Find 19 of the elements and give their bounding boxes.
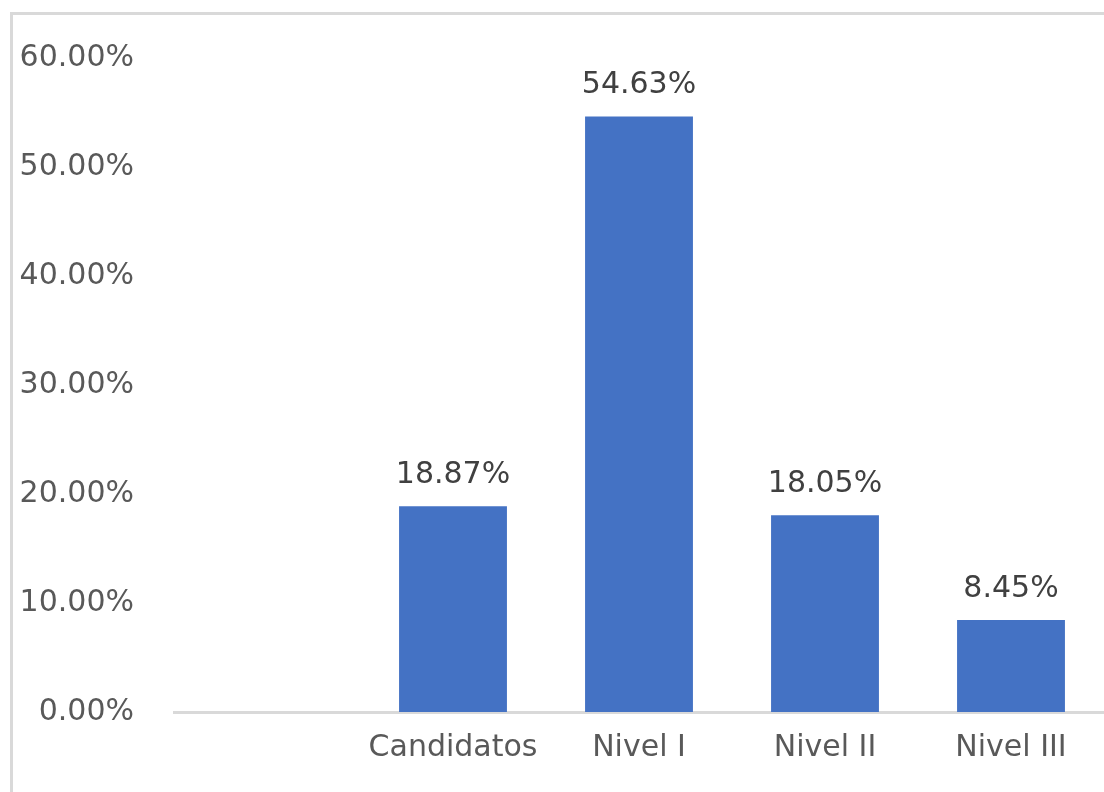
y-tick-label: 40.00% (19, 255, 134, 291)
y-tick-label: 50.00% (19, 146, 134, 182)
x-tick-label: Nivel III (955, 727, 1067, 763)
x-tick-label: Candidatos (368, 727, 538, 763)
y-tick-label: 0.00% (38, 691, 134, 727)
y-tick-label: 60.00% (19, 37, 134, 73)
y-tick-label: 20.00% (19, 473, 134, 509)
bar (957, 619, 1065, 712)
x-tick-label: Nivel II (773, 727, 877, 763)
data-label: 18.87% (395, 455, 511, 491)
data-label: 8.45% (963, 568, 1059, 604)
y-tick-label: 10.00% (19, 582, 134, 618)
data-label: 54.63% (581, 65, 697, 101)
bar (585, 116, 693, 712)
data-label: 18.05% (767, 464, 883, 500)
y-tick-label: 30.00% (19, 364, 134, 400)
x-tick-label: Nivel I (592, 727, 686, 763)
bar (399, 506, 507, 712)
bar (771, 515, 879, 712)
